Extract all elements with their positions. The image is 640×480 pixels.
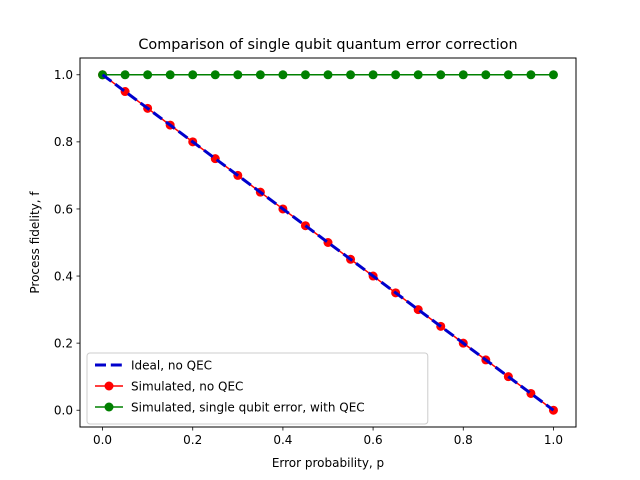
data-point — [323, 70, 333, 80]
data-point — [458, 70, 468, 80]
x-tick-label: 0.6 — [364, 433, 383, 447]
series-layer — [98, 70, 558, 415]
plot-area — [79, 57, 577, 428]
data-point — [233, 70, 243, 80]
legend-label: Simulated, single qubit error, with QEC — [131, 400, 365, 414]
data-point — [255, 70, 265, 80]
y-tick-label: 0.6 — [54, 202, 73, 216]
data-point — [481, 70, 491, 80]
data-point — [143, 70, 153, 80]
data-point — [188, 70, 198, 80]
y-tick-label: 0.8 — [54, 135, 73, 149]
data-point — [413, 70, 423, 80]
y-tick-label: 0.0 — [54, 404, 73, 418]
data-point — [548, 70, 558, 80]
legend-box — [86, 352, 429, 425]
x-tick-label: 0.0 — [93, 433, 112, 447]
data-point — [120, 70, 130, 80]
legend-label: Simulated, no QEC — [131, 379, 243, 393]
series-2 — [98, 70, 558, 80]
data-point — [368, 70, 378, 80]
legend-marker — [104, 402, 114, 412]
series-0 — [101, 73, 555, 412]
y-axis-label: Process fidelity, f — [28, 191, 42, 294]
x-axis: 0.0 0.2 0.4 0.6 0.8 1.0 — [93, 427, 563, 447]
data-point — [391, 70, 401, 80]
data-point — [278, 70, 288, 80]
data-point — [503, 70, 513, 80]
y-axis: 0.0 0.2 0.4 0.6 0.8 1.0 — [54, 68, 80, 418]
data-point — [526, 70, 536, 80]
x-tick-label: 0.2 — [183, 433, 202, 447]
axes-frame — [79, 57, 577, 428]
legend-marker — [104, 381, 114, 391]
chart-title: Comparison of single qubit quantum error… — [138, 37, 517, 53]
legend: Ideal, no QEC Simulated, no QEC Simulated,… — [86, 352, 429, 425]
data-point — [165, 70, 175, 80]
data-point — [346, 70, 356, 80]
y-tick-label: 0.4 — [54, 269, 73, 283]
y-tick-label: 1.0 — [54, 68, 73, 82]
x-tick-label: 0.4 — [273, 433, 292, 447]
series-line — [101, 73, 555, 412]
data-point — [300, 70, 310, 80]
x-tick-label: 1.0 — [544, 433, 563, 447]
x-tick-label: 0.8 — [454, 433, 473, 447]
x-axis-label: Error probability, p — [272, 456, 384, 470]
legend-label: Ideal, no QEC — [131, 358, 212, 372]
data-point — [210, 70, 220, 80]
data-point — [436, 70, 446, 80]
y-tick-label: 0.2 — [54, 336, 73, 350]
